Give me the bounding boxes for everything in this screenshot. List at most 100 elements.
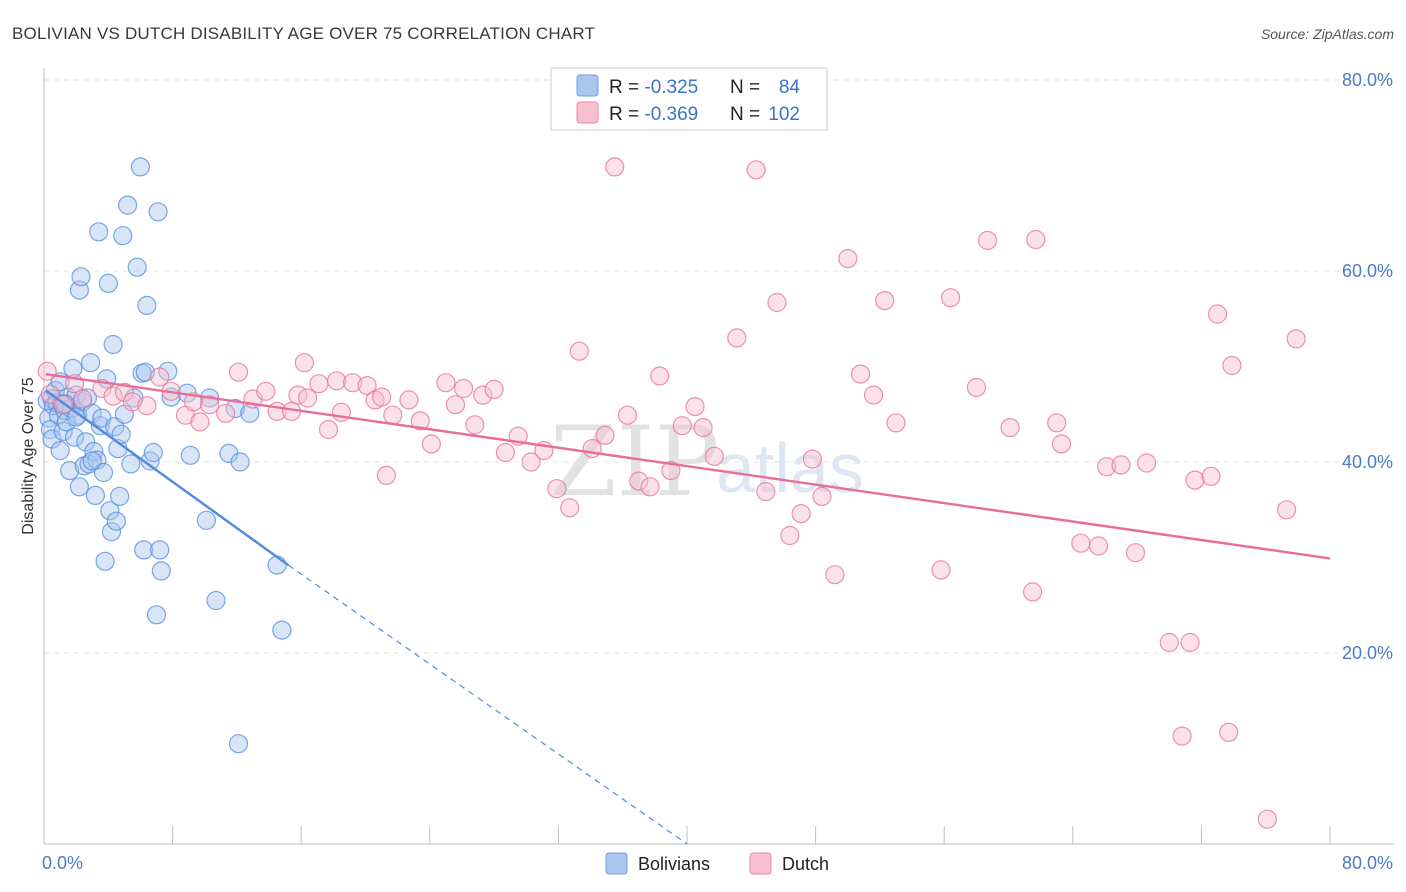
data-point-bolivians (146, 605, 167, 625)
r-value: -0.369 (644, 104, 698, 125)
trend-line-dutch (45, 372, 1331, 560)
data-point-dutch (812, 486, 832, 506)
data-point-dutch (825, 565, 845, 585)
data-point-dutch (940, 288, 961, 308)
data-point-dutch (746, 160, 766, 180)
data-point-dutch (318, 419, 339, 440)
trend-extension-bolivians (287, 564, 688, 845)
data-point-dutch (704, 446, 724, 466)
x-tick-label: 80.0% (1342, 853, 1393, 873)
legend-label-bolivians: Bolivians (638, 854, 710, 874)
data-point-dutch (72, 389, 93, 409)
data-point-bolivians (106, 511, 126, 531)
x-tick-label: 0.0% (42, 853, 83, 873)
data-point-dutch (190, 412, 210, 432)
legend-swatch-bolivians (605, 852, 628, 875)
data-point-dutch (1096, 457, 1117, 477)
data-point-dutch (605, 157, 625, 177)
y-tick-label: 40.0% (1342, 452, 1393, 472)
data-point-dutch (454, 378, 474, 399)
data-point-dutch (37, 361, 57, 381)
data-point-bolivians (228, 734, 249, 754)
data-point-dutch (1185, 470, 1205, 490)
trend-lines (44, 372, 1331, 845)
data-point-dutch (617, 405, 638, 425)
data-point-dutch (421, 434, 441, 454)
data-point-dutch (216, 403, 236, 423)
data-point-bolivians (121, 454, 141, 474)
data-point-dutch (521, 452, 541, 472)
data-point-dutch (436, 373, 456, 393)
data-point-bolivians (180, 445, 200, 465)
y-tick-labels: 20.0% 40.0% 60.0% 80.0% (1342, 70, 1393, 663)
legend-swatch-dutch (749, 852, 772, 875)
data-point-bolivians (103, 334, 123, 355)
data-point-dutch (1071, 533, 1091, 553)
data-point-bolivians (230, 452, 250, 472)
data-point-dutch (595, 425, 615, 445)
data-point-bolivians (117, 195, 138, 215)
data-point-dutch (569, 341, 589, 361)
data-point-bolivians (196, 510, 216, 530)
data-point-dutch (183, 392, 204, 412)
bottom-legend: Bolivians Dutch (605, 852, 829, 875)
data-point-bolivians (66, 407, 86, 427)
chart-title: BOLIVIAN VS DUTCH DISABILITY AGE OVER 75… (12, 24, 595, 43)
data-point-dutch (661, 461, 681, 481)
stats-legend-row-bolivians: R = -0.325 (609, 77, 698, 98)
data-point-dutch (484, 379, 504, 399)
trend-line-bolivians (44, 389, 290, 567)
data-point-dutch (495, 442, 515, 463)
data-point-dutch (256, 381, 276, 401)
data-point-bolivians (60, 461, 80, 481)
data-point-dutch (1125, 543, 1146, 563)
data-point-dutch (1051, 434, 1072, 454)
data-point-dutch (629, 471, 649, 491)
data-point-dutch (343, 373, 363, 393)
y-tick-label: 20.0% (1342, 643, 1393, 663)
data-point-bolivians (206, 590, 226, 611)
data-point-bolivians (98, 273, 118, 293)
data-point-dutch (122, 392, 142, 412)
data-point-dutch (863, 385, 884, 405)
stats-legend-swatch-bolivians (576, 74, 599, 97)
stats-legend-row-dutch: R = -0.369 (609, 104, 698, 125)
data-point-dutch (294, 353, 314, 373)
data-point-bolivians (85, 485, 106, 505)
data-point-dutch (1180, 632, 1200, 653)
data-point-dutch (150, 367, 170, 387)
data-point-dutch (383, 405, 403, 425)
data-point-bolivians (127, 257, 147, 277)
data-point-bolivians (71, 267, 91, 287)
data-point-bolivians (90, 416, 110, 436)
data-point-bolivians (225, 398, 245, 419)
data-point-bolivians (64, 427, 85, 447)
data-point-dutch (1172, 726, 1192, 746)
r-label: R = (609, 104, 644, 125)
watermark-atlas: atlas (716, 429, 864, 507)
data-point-bolivians (80, 353, 101, 373)
data-point-bolivians (93, 462, 114, 483)
data-point-dutch (767, 292, 787, 313)
data-point-dutch (1257, 809, 1277, 829)
data-point-dutch (1159, 632, 1179, 653)
data-point-bolivians (134, 540, 154, 560)
data-point-dutch (309, 374, 329, 394)
series-bolivians-points (37, 157, 292, 754)
data-point-bolivians (69, 477, 90, 497)
data-point-bolivians (151, 561, 171, 581)
data-point-dutch (650, 366, 670, 386)
data-point-dutch (327, 371, 347, 391)
data-point-dutch (298, 388, 318, 408)
y-tick-label: 80.0% (1342, 70, 1393, 90)
data-point-dutch (1000, 418, 1020, 438)
r-label: R = (609, 77, 644, 98)
data-point-dutch (200, 395, 220, 415)
data-point-dutch (1111, 455, 1131, 475)
y-tick-label: 60.0% (1342, 261, 1393, 281)
data-point-dutch (1137, 453, 1157, 473)
stats-legend: R = -0.325 N = 84 R = -0.369 N = 102 (550, 67, 828, 131)
chart-source: Source: ZipAtlas.com (1261, 26, 1394, 42)
data-point-dutch (1047, 413, 1067, 433)
data-point-dutch (931, 560, 951, 580)
